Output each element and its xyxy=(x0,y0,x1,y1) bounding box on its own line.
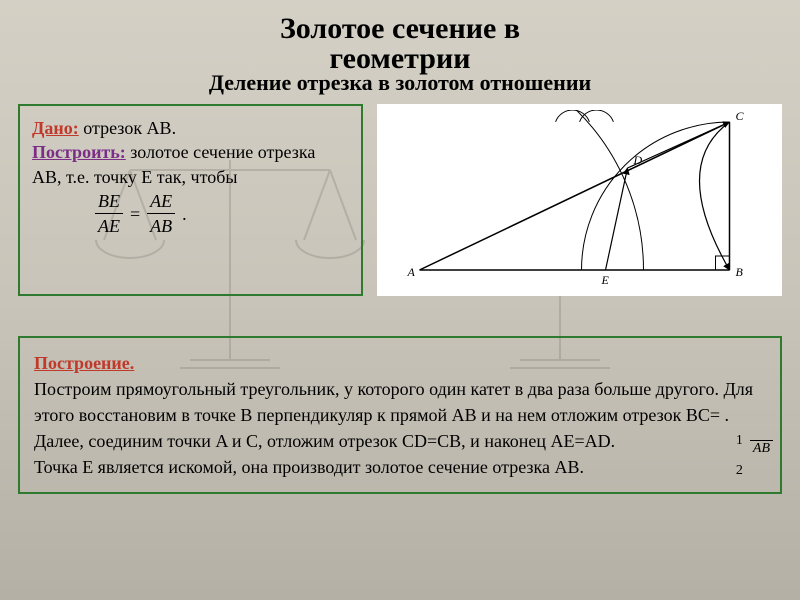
build-label: Построить: xyxy=(32,142,126,162)
construction-line-0: Построим прямоугольный треугольник, у ко… xyxy=(34,376,766,428)
golden-ratio-equation: BE AE = AE AB . xyxy=(92,189,187,239)
given-box: Дано: отрезок AB. Построить: золотое сеч… xyxy=(18,104,363,296)
rhs-fraction: AE AB xyxy=(147,189,175,239)
svg-text:D: D xyxy=(633,153,643,167)
construction-line-2: Точка E является искомой, она производит… xyxy=(34,454,766,480)
build-line: Построить: золотое сечение отрезка AB, т… xyxy=(32,140,349,189)
given-line1: Дано: отрезок AB. xyxy=(32,116,349,140)
side-fractions: 1 AB 2 xyxy=(736,424,776,485)
diagram-box: A B C D E xyxy=(377,104,782,296)
side-frac-2: 2 xyxy=(736,463,776,479)
svg-text:B: B xyxy=(736,265,744,279)
golden-ratio-diagram: A B C D E xyxy=(383,110,776,290)
side-frac-1: 1 AB xyxy=(736,424,776,457)
svg-text:A: A xyxy=(407,265,416,279)
given-text1: отрезок AB. xyxy=(79,118,176,138)
title-line1: Золотое сечение в xyxy=(0,12,800,46)
construction-line-1: Далее, соединим точки A и C, отложим отр… xyxy=(34,428,766,454)
lhs-fraction: BE AE xyxy=(95,189,123,239)
construction-box: Построение. Построим прямоугольный треуг… xyxy=(18,336,782,494)
page-title: Золотое сечение в геометрии xyxy=(0,0,800,76)
svg-text:C: C xyxy=(736,110,745,123)
subtitle: Деление отрезка в золотом отношении xyxy=(0,70,800,96)
construction-label: Построение. xyxy=(34,350,766,376)
svg-text:E: E xyxy=(601,273,610,287)
given-label: Дано: xyxy=(32,118,79,138)
